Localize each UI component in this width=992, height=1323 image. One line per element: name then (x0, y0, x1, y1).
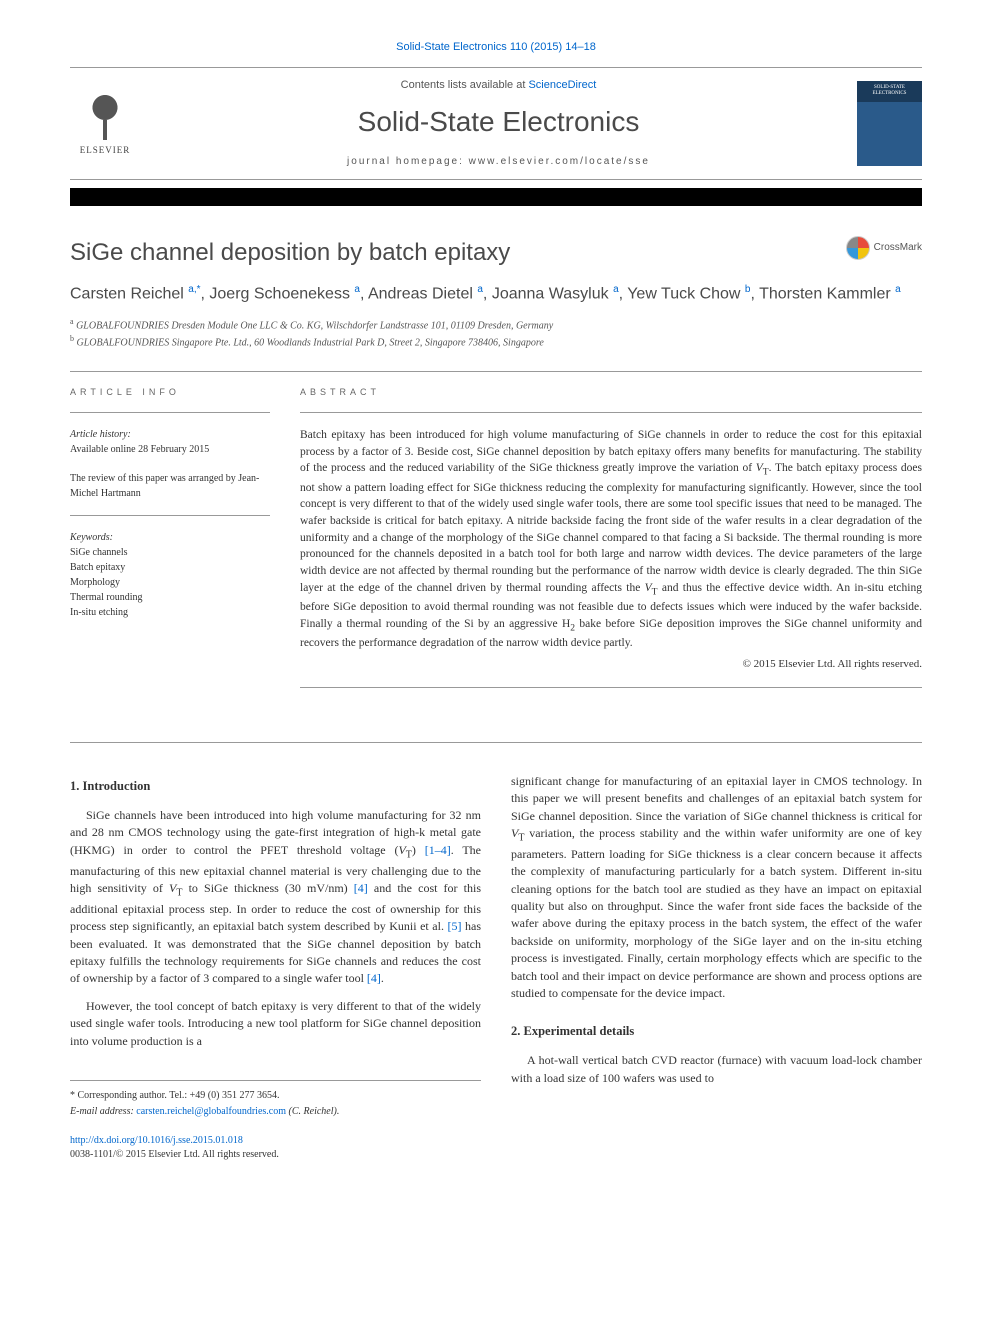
body-paragraph: A hot-wall vertical batch CVD reactor (f… (511, 1052, 922, 1087)
keywords-block: Keywords: SiGe channelsBatch epitaxyMorp… (70, 530, 270, 620)
elsevier-label: ELSEVIER (80, 144, 131, 157)
body-column-left: 1. Introduction SiGe channels have been … (70, 773, 481, 1163)
doi-link[interactable]: http://dx.doi.org/10.1016/j.sse.2015.01.… (70, 1134, 481, 1149)
keyword: Batch epitaxy (70, 560, 270, 575)
abstract-heading: ABSTRACT (300, 386, 922, 399)
contents-line: Contents lists available at ScienceDirec… (140, 78, 857, 93)
header-center: Contents lists available at ScienceDirec… (140, 78, 857, 169)
corresponding-author: * Corresponding author. Tel.: +49 (0) 35… (70, 1089, 481, 1104)
keywords-label: Keywords: (70, 530, 270, 545)
crossmark-badge[interactable]: CrossMark (846, 236, 922, 260)
homepage-prefix: journal homepage: (347, 156, 469, 167)
body-paragraph: significant change for manufacturing of … (511, 773, 922, 1003)
article-info-column: ARTICLE INFO Article history: Available … (70, 386, 270, 702)
email-suffix: (C. Reichel). (286, 1106, 339, 1117)
journal-cover-thumbnail: SOLID-STATE ELECTRONICS (857, 81, 922, 166)
info-abstract-row: ARTICLE INFO Article history: Available … (70, 386, 922, 702)
divider (70, 371, 922, 372)
keyword: SiGe channels (70, 545, 270, 560)
abstract-column: ABSTRACT Batch epitaxy has been introduc… (300, 386, 922, 702)
contents-prefix: Contents lists available at (401, 79, 529, 91)
email-line: E-mail address: carsten.reichel@globalfo… (70, 1105, 481, 1120)
elsevier-tree-icon (80, 90, 130, 140)
keyword: Thermal rounding (70, 590, 270, 605)
affiliation-line: b GLOBALFOUNDRIES Singapore Pte. Ltd., 6… (70, 333, 922, 350)
email-label: E-mail address: (70, 1106, 136, 1117)
article-history-block: Article history: Available online 28 Feb… (70, 427, 270, 457)
keywords-list: SiGe channelsBatch epitaxyMorphologyTher… (70, 545, 270, 620)
history-label: Article history: (70, 427, 270, 442)
sciencedirect-link[interactable]: ScienceDirect (528, 79, 596, 91)
elsevier-logo: ELSEVIER (70, 84, 140, 164)
authors-list: Carsten Reichel a,*, Joerg Schoenekess a… (70, 282, 922, 306)
keyword: In-situ etching (70, 605, 270, 620)
abstract-copyright: © 2015 Elsevier Ltd. All rights reserved… (300, 657, 922, 672)
issn-line: 0038-1101/© 2015 Elsevier Ltd. All right… (70, 1148, 481, 1163)
journal-header: ELSEVIER Contents lists available at Sci… (70, 67, 922, 180)
journal-title: Solid-State Electronics (140, 102, 857, 141)
body-paragraph: SiGe channels have been introduced into … (70, 807, 481, 988)
email-link[interactable]: carsten.reichel@globalfoundries.com (136, 1106, 286, 1117)
divider (300, 687, 922, 688)
article-info-heading: ARTICLE INFO (70, 386, 270, 399)
homepage-line: journal homepage: www.elsevier.com/locat… (140, 155, 857, 169)
homepage-url[interactable]: www.elsevier.com/locate/sse (469, 156, 650, 167)
body-paragraph: However, the tool concept of batch epita… (70, 998, 481, 1050)
crossmark-label: CrossMark (874, 241, 922, 255)
header-divider-bar (70, 188, 922, 206)
divider (70, 412, 270, 413)
divider (300, 412, 922, 413)
divider (70, 742, 922, 743)
corresponding-footer: * Corresponding author. Tel.: +49 (0) 35… (70, 1080, 481, 1120)
title-row: SiGe channel deposition by batch epitaxy… (70, 236, 922, 270)
article-title: SiGe channel deposition by batch epitaxy (70, 236, 510, 270)
abstract-text: Batch epitaxy has been introduced for hi… (300, 427, 922, 651)
keyword: Morphology (70, 575, 270, 590)
journal-issue-link[interactable]: Solid-State Electronics 110 (2015) 14–18 (70, 40, 922, 55)
history-value: Available online 28 February 2015 (70, 442, 270, 457)
section-2-heading: 2. Experimental details (511, 1022, 922, 1040)
crossmark-icon (846, 236, 870, 260)
body-column-right: significant change for manufacturing of … (511, 773, 922, 1163)
affiliation-line: a GLOBALFOUNDRIES Dresden Module One LLC… (70, 316, 922, 333)
section-1-heading: 1. Introduction (70, 777, 481, 795)
affiliations: a GLOBALFOUNDRIES Dresden Module One LLC… (70, 316, 922, 351)
body-columns: 1. Introduction SiGe channels have been … (70, 773, 922, 1163)
review-note: The review of this paper was arranged by… (70, 471, 270, 501)
divider (70, 515, 270, 516)
cover-title: SOLID-STATE ELECTRONICS (861, 85, 918, 96)
